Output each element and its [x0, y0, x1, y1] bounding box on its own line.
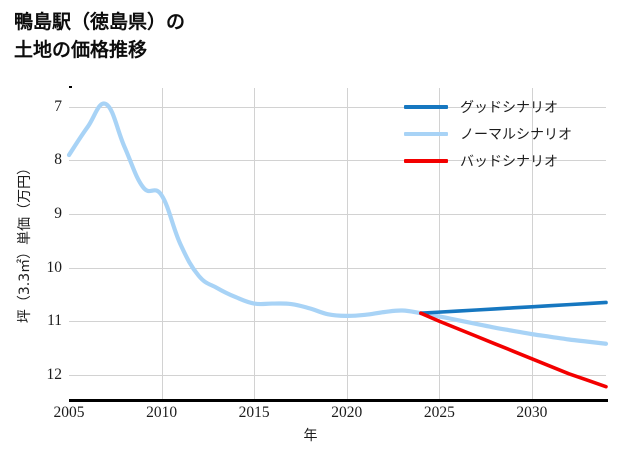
y-axis-title: 坪（3.3㎡）単価（万円）: [17, 160, 33, 324]
legend-label: ノーマルシナリオ: [460, 126, 572, 143]
x-axis-line: [69, 399, 608, 402]
series-line: [419, 311, 608, 389]
legend-item[interactable]: グッドシナリオ: [404, 93, 604, 120]
series-lines: [66, 101, 609, 389]
gridline-x: [531, 88, 533, 399]
y-tick-label: 9: [54, 205, 62, 222]
legend-item[interactable]: バッドシナリオ: [404, 147, 604, 174]
legend-item[interactable]: ノーマルシナリオ: [404, 120, 604, 147]
y-tick-label: 10: [46, 258, 63, 276]
gridline-x: [161, 88, 163, 399]
y-tick-label: 12: [46, 365, 63, 383]
legend-color-swatch: [404, 158, 448, 163]
gridline-x: [254, 88, 256, 399]
series-line: [66, 101, 609, 346]
y-tick-label: 11: [47, 312, 62, 330]
series-line: [419, 300, 608, 316]
legend-color-swatch: [404, 131, 448, 136]
x-tick-label: 2010: [146, 404, 178, 421]
x-tick-label: 2025: [423, 404, 455, 421]
x-tick-label: 2030: [516, 404, 548, 421]
legend-label: グッドシナリオ: [460, 99, 558, 116]
x-axis-title: 年: [303, 428, 318, 444]
legend-color-swatch: [404, 104, 448, 109]
gridline-y: [69, 374, 606, 376]
gridline-y: [69, 321, 606, 323]
chart-legend: グッドシナリオ ノーマルシナリオ バッドシナリオ: [404, 93, 604, 174]
gridline-y: [69, 106, 606, 108]
x-tick-label: 2005: [53, 404, 85, 421]
page-title: 鴨島駅（徳島県）の 土地の価格推移: [14, 11, 186, 61]
gridline-y: [69, 214, 606, 215]
gridline-y: [69, 267, 606, 269]
legend-label: バッドシナリオ: [460, 153, 558, 170]
y-tick-label: 8: [54, 151, 62, 169]
x-tick-label: 2015: [238, 404, 270, 421]
y-tick-label: 7: [54, 97, 62, 115]
plot-area: [66, 88, 609, 399]
gridline-x: [346, 88, 348, 399]
gridline-y: [69, 160, 606, 162]
x-tick-label: 2020: [331, 404, 363, 421]
gridline-x: [439, 88, 441, 399]
